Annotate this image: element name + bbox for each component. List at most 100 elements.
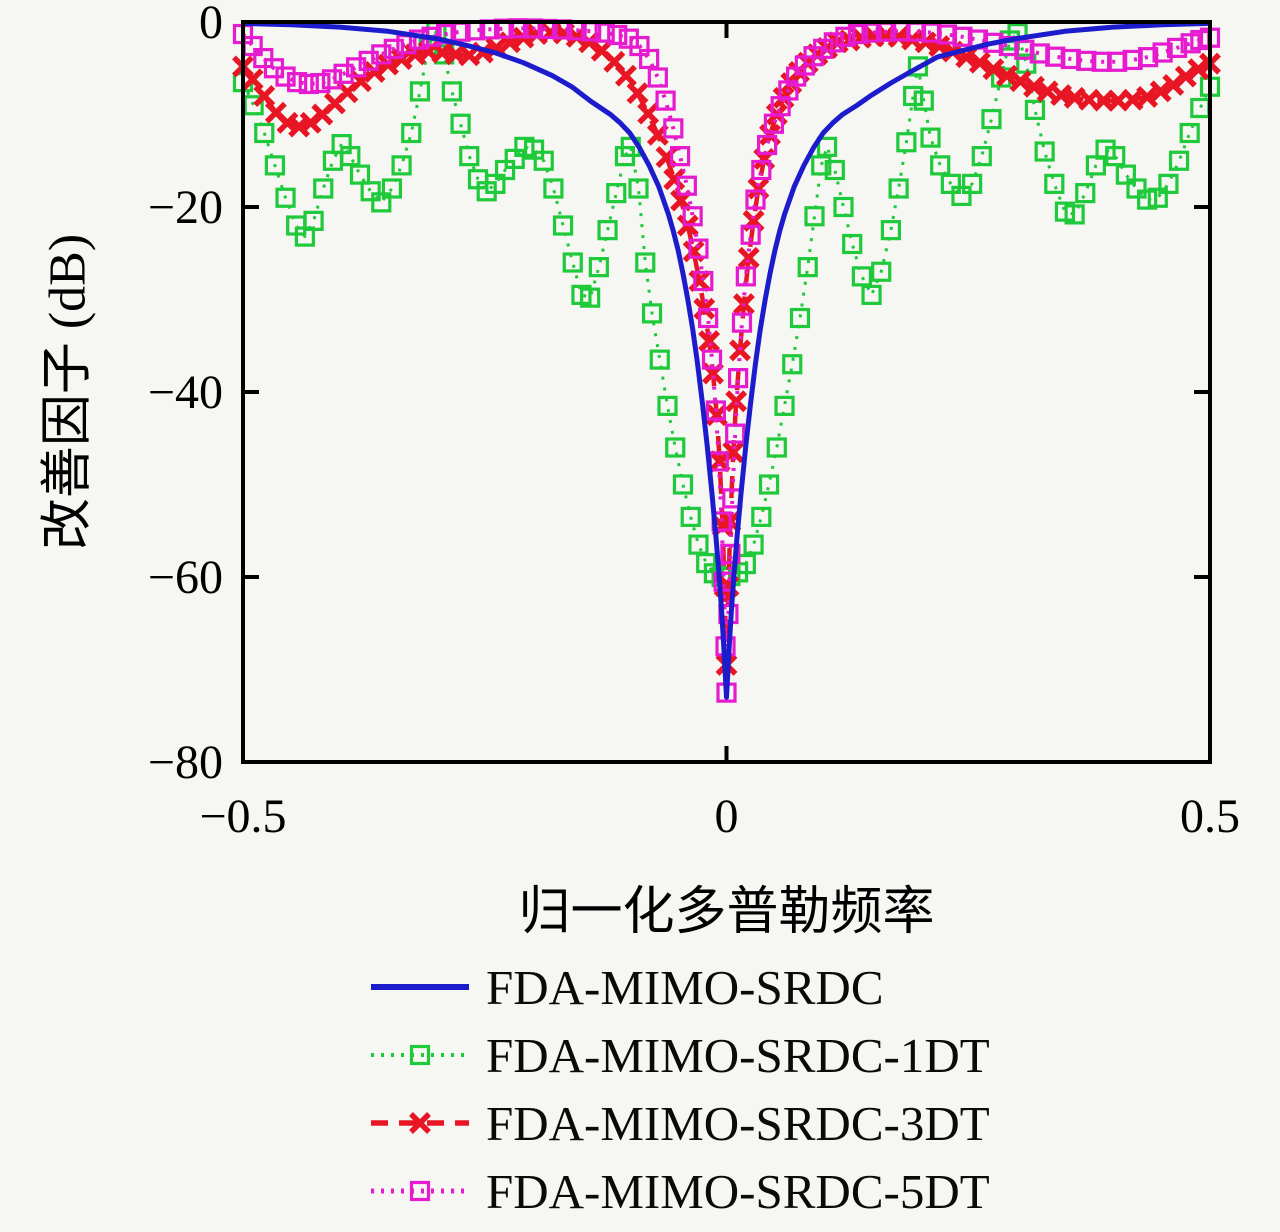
marker-square-FDA-MIMO-SRDC-1DT	[628, 178, 649, 199]
legend-item-FDA-MIMO-SRDC-1DT: FDA-MIMO-SRDC-1DT	[368, 1021, 990, 1089]
marker-square-FDA-MIMO-SRDC-1DT	[635, 252, 656, 273]
marker-square-FDA-MIMO-SRDC-1DT	[606, 183, 627, 204]
marker-square-FDA-MIMO-SRDC-5DT	[751, 159, 772, 181]
marker-square-FDA-MIMO-SRDC-1DT	[871, 261, 892, 282]
marker-square-FDA-MIMO-SRDC-1DT	[264, 155, 286, 176]
marker-square-FDA-MIMO-SRDC-5DT	[693, 270, 714, 292]
marker-square-FDA-MIMO-SRDC-1DT	[665, 437, 686, 458]
legend-item-FDA-MIMO-SRDC: FDA-MIMO-SRDC	[368, 953, 990, 1021]
marker-square-FDA-MIMO-SRDC-1DT	[1137, 189, 1158, 210]
marker-square-FDA-MIMO-SRDC-5DT	[522, 18, 544, 39]
marker-square-FDA-MIMO-SRDC-1DT	[552, 215, 574, 236]
marker-square-FDA-MIMO-SRDC-1DT	[313, 178, 334, 199]
marker-square-FDA-MIMO-SRDC-1DT	[254, 122, 275, 144]
marker-square-FDA-MIMO-SRDC-5DT	[321, 69, 343, 90]
marker-square-FDA-MIMO-SRDC-1DT	[597, 220, 618, 241]
marker-square-FDA-MIMO-SRDC-5DT	[835, 26, 856, 47]
marker-x-FDA-MIMO-SRDC-3DT	[759, 123, 781, 146]
marker-square-FDA-MIMO-SRDC-1DT	[735, 553, 756, 575]
marker-x-FDA-MIMO-SRDC-3DT	[968, 51, 991, 74]
y-tick-label: −20	[148, 181, 223, 234]
marker-square-FDA-MIMO-SRDC-1DT	[672, 474, 694, 495]
marker-square-FDA-MIMO-SRDC-1DT	[441, 81, 462, 102]
marker-x-FDA-MIMO-SRDC-3DT	[1162, 73, 1185, 96]
x-tick-label: 0.5	[1180, 790, 1240, 843]
marker-square-FDA-MIMO-SRDC-1DT	[758, 474, 780, 495]
marker-square-FDA-MIMO-SRDC-1DT	[303, 210, 324, 231]
marker-x-FDA-MIMO-SRDC-3DT	[729, 339, 751, 362]
series-line-FDA-MIMO-SRDC	[242, 20, 1211, 700]
marker-square-FDA-MIMO-SRDC-1DT	[797, 257, 818, 278]
marker-square-FDA-MIMO-SRDC-1DT	[920, 127, 941, 148]
marker-square-FDA-MIMO-SRDC-1DT	[971, 146, 992, 167]
legend-label: FDA-MIMO-SRDC-5DT	[486, 1163, 990, 1219]
marker-square-FDA-MIMO-SRDC-1DT	[766, 437, 787, 458]
marker-x-FDA-MIMO-SRDC-3DT	[603, 50, 626, 73]
marker-square-FDA-MIMO-SRDC-1DT	[774, 395, 795, 416]
legend-item-FDA-MIMO-SRDC-3DT: FDA-MIMO-SRDC-3DT	[368, 1089, 990, 1157]
marker-x-FDA-MIMO-SRDC-3DT	[264, 101, 287, 124]
marker-square-FDA-MIMO-SRDC-5DT	[688, 238, 709, 259]
marker-square-FDA-MIMO-SRDC-5DT	[310, 72, 331, 94]
marker-square-FDA-MIMO-SRDC-5DT	[253, 47, 274, 69]
marker-square-FDA-MIMO-SRDC-5DT	[607, 24, 628, 46]
marker-square-FDA-MIMO-SRDC-1DT	[641, 303, 663, 324]
marker-square-FDA-MIMO-SRDC-1DT	[851, 266, 872, 287]
marker-square-FDA-MIMO-SRDC-1DT	[391, 155, 412, 176]
marker-square-FDA-MIMO-SRDC-1DT	[543, 178, 564, 199]
legend-key-icon	[371, 1044, 469, 1066]
marker-square-FDA-MIMO-SRDC-1DT	[1044, 173, 1065, 194]
marker-x-FDA-MIMO-SRDC-3DT	[725, 390, 748, 413]
marker-square-FDA-MIMO-SRDC-5DT	[823, 32, 844, 53]
legend-label: FDA-MIMO-SRDC-3DT	[486, 1095, 990, 1151]
marker-square-FDA-MIMO-SRDC-1DT	[962, 173, 983, 194]
marker-square-FDA-MIMO-SRDC-1DT	[1158, 173, 1179, 194]
marker-x-FDA-MIMO-SRDC-3DT	[1174, 65, 1197, 88]
marker-square-FDA-MIMO-SRDC-5DT	[594, 22, 615, 43]
marker-square-FDA-MIMO-SRDC-5DT	[298, 73, 319, 95]
marker-square-FDA-MIMO-SRDC-1DT	[1075, 183, 1096, 204]
marker-square-FDA-MIMO-SRDC-1DT	[1115, 164, 1136, 185]
series-line-FDA-MIMO-SRDC-1DT	[241, 29, 1212, 579]
marker-square-FDA-MIMO-SRDC-1DT	[804, 206, 825, 227]
marker-square-FDA-MIMO-SRDC-1DT	[533, 150, 554, 171]
marker-square-FDA-MIMO-SRDC-5DT	[383, 38, 404, 59]
marker-square-FDA-MIMO-SRDC-1DT	[562, 252, 583, 273]
marker-x-FDA-MIMO-SRDC-3DT	[471, 41, 494, 64]
marker-square-FDA-MIMO-SRDC-5DT	[663, 118, 684, 139]
marker-square-FDA-MIMO-SRDC-1DT	[1168, 150, 1190, 171]
y-tick-label: −40	[148, 366, 223, 419]
marker-square-FDA-MIMO-SRDC-5DT	[682, 206, 703, 227]
y-tick-label: −80	[148, 736, 223, 789]
marker-square-FDA-MIMO-SRDC-5DT	[346, 57, 367, 78]
marker-square-FDA-MIMO-SRDC-5DT	[735, 266, 756, 287]
marker-square-FDA-MIMO-SRDC-1DT	[243, 95, 264, 116]
legend-item-FDA-MIMO-SRDC-5DT: FDA-MIMO-SRDC-5DT	[368, 1157, 990, 1225]
legend-label: FDA-MIMO-SRDC-1DT	[486, 1027, 990, 1083]
marker-square-FDA-MIMO-SRDC-1DT	[981, 109, 1002, 130]
marker-square-FDA-MIMO-SRDC-1DT	[1126, 178, 1147, 199]
legend-label: FDA-MIMO-SRDC	[486, 959, 884, 1015]
marker-square-FDA-MIMO-SRDC-5DT	[333, 63, 354, 84]
marker-square-FDA-MIMO-SRDC-1DT	[789, 307, 811, 329]
marker-square-FDA-MIMO-SRDC-5DT	[1152, 42, 1173, 63]
marker-square-FDA-MIMO-SRDC-5DT	[676, 175, 697, 196]
marker-square-FDA-MIMO-SRDC-1DT	[360, 181, 381, 202]
marker-square-FDA-MIMO-SRDC-5DT	[720, 543, 741, 564]
marker-square-FDA-MIMO-SRDC-1DT	[459, 146, 480, 167]
y-tick-label: −60	[148, 551, 223, 604]
marker-square-FDA-MIMO-SRDC-1DT	[1147, 187, 1168, 208]
marker-x-FDA-MIMO-SRDC-3DT	[995, 64, 1018, 87]
y-axis-title: 改善因子 (dB)	[39, 233, 97, 551]
marker-square-FDA-MIMO-SRDC-1DT	[381, 178, 403, 199]
marker-square-FDA-MIMO-SRDC-5DT	[698, 307, 719, 329]
marker-square-FDA-MIMO-SRDC-1DT	[751, 506, 772, 527]
marker-square-FDA-MIMO-SRDC-5DT	[813, 38, 834, 59]
legend-key-icon	[371, 1180, 469, 1202]
marker-x-FDA-MIMO-SRDC-3DT	[253, 85, 276, 107]
marker-square-FDA-MIMO-SRDC-5DT	[669, 146, 691, 167]
marker-square-FDA-MIMO-SRDC-1DT	[588, 257, 609, 278]
marker-square-FDA-MIMO-SRDC-5DT	[745, 189, 766, 210]
marker-x-FDA-MIMO-SRDC-3DT	[1149, 80, 1172, 103]
marker-x-FDA-MIMO-SRDC-3DT	[276, 111, 299, 134]
